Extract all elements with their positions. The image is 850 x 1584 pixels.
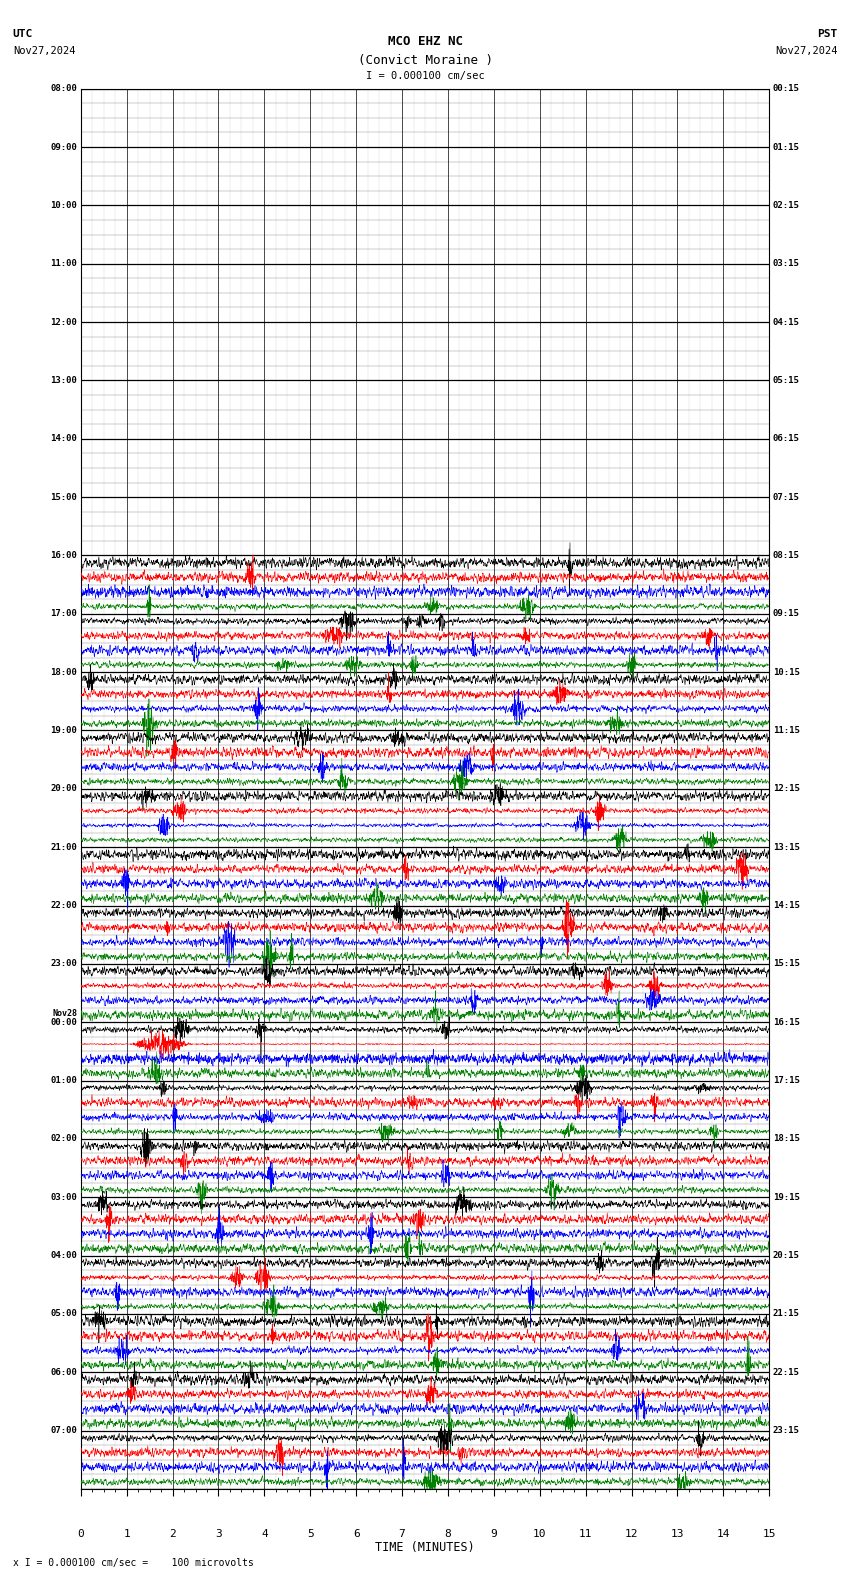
X-axis label: TIME (MINUTES): TIME (MINUTES) [375,1541,475,1554]
Text: Nov27,2024: Nov27,2024 [13,46,76,55]
Text: 04:15: 04:15 [773,317,800,326]
Text: 21:15: 21:15 [773,1310,800,1318]
Text: 04:00: 04:00 [50,1251,77,1261]
Text: 21:00: 21:00 [50,843,77,852]
Text: 08:00: 08:00 [50,84,77,93]
Text: 18:15: 18:15 [773,1134,800,1144]
Text: 09:15: 09:15 [773,610,800,618]
Text: 23:15: 23:15 [773,1426,800,1435]
Text: 19:15: 19:15 [773,1193,800,1202]
Text: 09:00: 09:00 [50,143,77,152]
Text: 17:15: 17:15 [773,1076,800,1085]
Text: 02:00: 02:00 [50,1134,77,1144]
Text: 15:15: 15:15 [773,960,800,968]
Text: 05:00: 05:00 [50,1310,77,1318]
Text: 03:00: 03:00 [50,1193,77,1202]
Text: 11:00: 11:00 [50,260,77,268]
Text: 20:00: 20:00 [50,784,77,794]
Text: UTC: UTC [13,29,33,38]
Text: (Convict Moraine ): (Convict Moraine ) [358,54,492,67]
Text: 00:00: 00:00 [50,1017,77,1026]
Text: 01:00: 01:00 [50,1076,77,1085]
Text: 19:00: 19:00 [50,725,77,735]
Text: 10:15: 10:15 [773,667,800,676]
Text: 07:15: 07:15 [773,493,800,502]
Text: 10:00: 10:00 [50,201,77,211]
Text: 06:00: 06:00 [50,1367,77,1376]
Text: 15:00: 15:00 [50,493,77,502]
Text: 03:15: 03:15 [773,260,800,268]
Text: Nov27,2024: Nov27,2024 [774,46,837,55]
Text: 18:00: 18:00 [50,667,77,676]
Text: x I = 0.000100 cm/sec =    100 microvolts: x I = 0.000100 cm/sec = 100 microvolts [13,1559,253,1568]
Text: 20:15: 20:15 [773,1251,800,1261]
Text: MCO EHZ NC: MCO EHZ NC [388,35,462,48]
Text: 14:00: 14:00 [50,434,77,444]
Text: 00:15: 00:15 [773,84,800,93]
Text: 12:00: 12:00 [50,317,77,326]
Text: PST: PST [817,29,837,38]
Text: 16:00: 16:00 [50,551,77,561]
Text: 22:15: 22:15 [773,1367,800,1376]
Text: 13:15: 13:15 [773,843,800,852]
Text: 22:00: 22:00 [50,901,77,911]
Text: 17:00: 17:00 [50,610,77,618]
Text: 16:15: 16:15 [773,1017,800,1026]
Text: 23:00: 23:00 [50,960,77,968]
Text: 02:15: 02:15 [773,201,800,211]
Text: I = 0.000100 cm/sec: I = 0.000100 cm/sec [366,71,484,81]
Text: 08:15: 08:15 [773,551,800,561]
Text: 11:15: 11:15 [773,725,800,735]
Text: 14:15: 14:15 [773,901,800,911]
Text: 12:15: 12:15 [773,784,800,794]
Text: 13:00: 13:00 [50,375,77,385]
Text: 01:15: 01:15 [773,143,800,152]
Text: 06:15: 06:15 [773,434,800,444]
Text: 05:15: 05:15 [773,375,800,385]
Text: Nov28: Nov28 [53,1009,77,1019]
Text: 07:00: 07:00 [50,1426,77,1435]
